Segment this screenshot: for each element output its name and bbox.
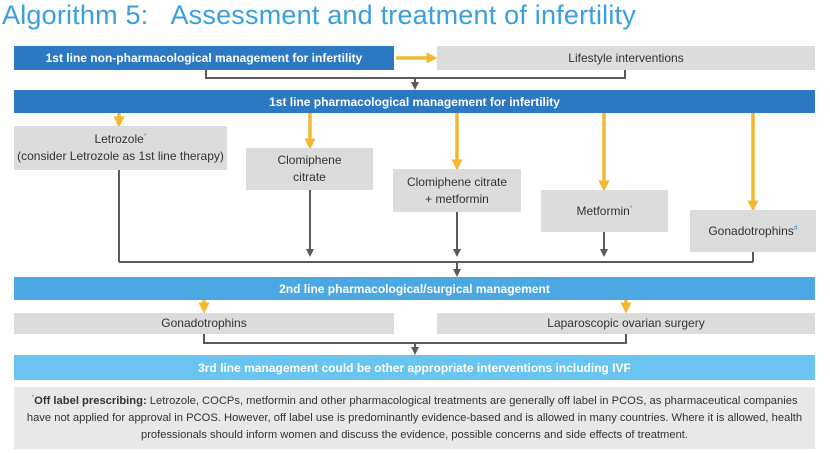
merge-row1: [205, 70, 626, 79]
title-number: Algorithm 5:: [2, 0, 149, 30]
laparoscopic-box: Laparoscopic ovarian surgery: [437, 313, 815, 334]
metformin-marker: *: [629, 204, 633, 212]
metformin-label: Metformin: [576, 203, 630, 218]
lifestyle-box: Lifestyle interventions: [437, 46, 815, 70]
first-line-nonpharm-box: 1st line non-pharmacological management …: [14, 46, 394, 70]
third-line-box: 3rd line management could be other appro…: [14, 355, 815, 380]
second-line-box: 2nd line pharmacological/surgical manage…: [14, 277, 815, 300]
first-line-pharm-box: 1st line pharmacological management for …: [14, 90, 815, 113]
gonadotrophins-marker: #: [793, 224, 798, 232]
page-title: Algorithm 5: Assessment and treatment of …: [2, 0, 636, 31]
first-line-nonpharm-label: 1st line non-pharmacological management …: [45, 51, 363, 65]
lifestyle-label: Lifestyle interventions: [568, 50, 684, 65]
second-line-label: 2nd line pharmacological/surgical manage…: [279, 281, 550, 296]
merge-second: [203, 334, 627, 344]
footnote-heading: Off label prescribing:: [34, 395, 147, 407]
clomiphene-metformin-line2: + metformin: [425, 191, 489, 206]
laparoscopic-label: Laparoscopic ovarian surgery: [547, 316, 705, 331]
title-text: Assessment and treatment of infertility: [170, 0, 636, 30]
letrozole-note: (consider Letrozole as 1st line therapy): [17, 149, 224, 163]
metformin-box: Metformin*: [541, 190, 668, 232]
clomiphene-line1: Clomiphene: [277, 153, 342, 168]
second-gonadotrophins-box: Gonadotrophins: [14, 313, 394, 334]
third-line-label: 3rd line management could be other appro…: [198, 360, 631, 375]
letrozole-label: Letrozole: [94, 132, 144, 147]
letrozole-box: Letrozole* (consider Letrozole as 1st li…: [14, 126, 227, 170]
footnote-text: Letrozole, COCPs, metformin and other ph…: [26, 395, 803, 441]
footnote-box: *Off label prescribing: Letrozole, COCPs…: [14, 387, 815, 449]
second-gonadotrophins-label: Gonadotrophins: [161, 316, 247, 331]
gonadotrophins-box: Gonadotrophins#: [690, 210, 816, 252]
footnote-marker: *: [31, 394, 35, 402]
clomiphene-line2: citrate: [293, 170, 326, 184]
clomiphene-metformin-box: Clomiphene citrate + metformin: [393, 169, 521, 212]
clomiphene-box: Clomiphene citrate: [246, 148, 373, 190]
first-line-pharm-label: 1st line pharmacological management for …: [269, 94, 560, 109]
letrozole-marker: *: [143, 133, 147, 141]
gonadotrophins-label: Gonadotrophins: [708, 223, 794, 238]
clomiphene-metformin-line1: Clomiphene citrate: [406, 174, 508, 189]
